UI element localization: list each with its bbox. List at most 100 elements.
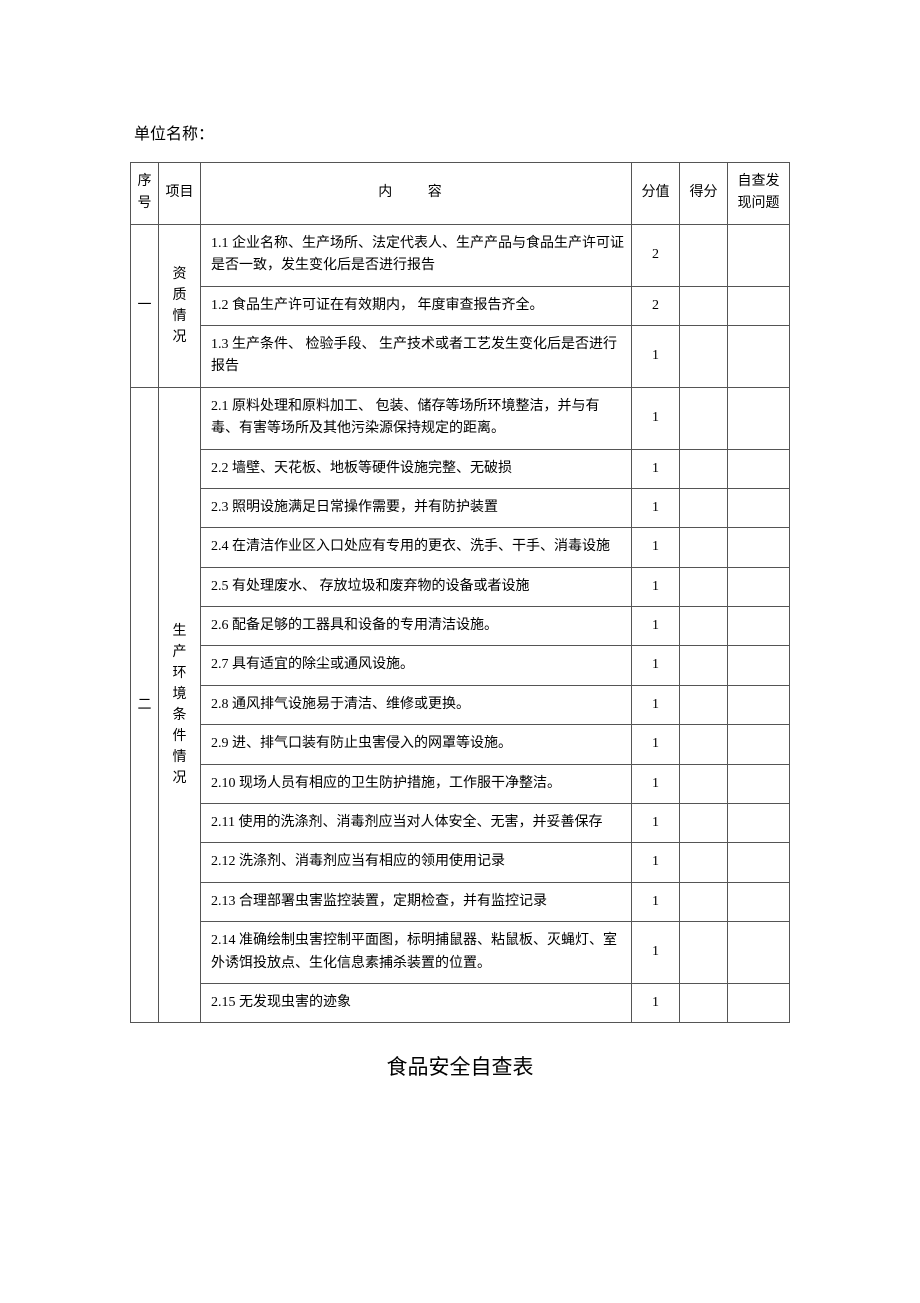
table-row: 1.3 生产条件、 检验手段、 生产技术或者工艺发生变化后是否进行报告1 — [131, 325, 790, 387]
row-content: 2.7 具有适宜的除尘或通风设施。 — [201, 646, 632, 685]
table-row: 2.2 墙壁、天花板、地板等硬件设施完整、无破损1 — [131, 449, 790, 488]
row-content: 2.12 洗涤剂、消毒剂应当有相应的领用使用记录 — [201, 843, 632, 882]
table-row: 2.11 使用的洗涤剂、消毒剂应当对人体安全、无害，并妥善保存1 — [131, 804, 790, 843]
header-score: 分值 — [632, 163, 680, 225]
row-score: 1 — [632, 325, 680, 387]
row-got — [680, 387, 728, 449]
row-issue — [728, 567, 790, 606]
row-content: 2.1 原料处理和原料加工、 包装、储存等场所环境整洁，并与有毒、有害等场所及其… — [201, 387, 632, 449]
row-issue — [728, 449, 790, 488]
row-got — [680, 325, 728, 387]
header-got: 得分 — [680, 163, 728, 225]
header-content: 内 容 — [201, 163, 632, 225]
row-issue — [728, 488, 790, 527]
footer-title: 食品安全自查表 — [130, 1051, 790, 1081]
row-content: 2.10 现场人员有相应的卫生防护措施，工作服干净整洁。 — [201, 764, 632, 803]
row-content: 1.3 生产条件、 检验手段、 生产技术或者工艺发生变化后是否进行报告 — [201, 325, 632, 387]
row-got — [680, 646, 728, 685]
header-row: 序号 项目 内 容 分值 得分 自查发现问题 — [131, 163, 790, 225]
row-got — [680, 607, 728, 646]
row-issue — [728, 922, 790, 984]
row-content: 2.11 使用的洗涤剂、消毒剂应当对人体安全、无害，并妥善保存 — [201, 804, 632, 843]
row-got — [680, 725, 728, 764]
row-got — [680, 882, 728, 921]
section-item: 生产环境条件情况 — [159, 387, 201, 1023]
row-got — [680, 843, 728, 882]
row-issue — [728, 387, 790, 449]
row-got — [680, 685, 728, 724]
row-content: 2.2 墙壁、天花板、地板等硬件设施完整、无破损 — [201, 449, 632, 488]
header-seq: 序号 — [131, 163, 159, 225]
row-content: 2.8 通风排气设施易于清洁、维修或更换。 — [201, 685, 632, 724]
row-issue — [728, 607, 790, 646]
row-score: 1 — [632, 567, 680, 606]
row-got — [680, 528, 728, 567]
row-content: 2.5 有处理废水、 存放垃圾和废弃物的设备或者设施 — [201, 567, 632, 606]
row-content: 2.3 照明设施满足日常操作需要，并有防护装置 — [201, 488, 632, 527]
checklist-table: 序号 项目 内 容 分值 得分 自查发现问题 一资质情况1.1 企业名称、生产场… — [130, 162, 790, 1023]
table-row: 2.7 具有适宜的除尘或通风设施。1 — [131, 646, 790, 685]
unit-label: 单位名称： — [134, 120, 790, 144]
table-row: 2.6 配备足够的工器具和设备的专用清洁设施。1 — [131, 607, 790, 646]
row-content: 2.15 无发现虫害的迹象 — [201, 983, 632, 1022]
row-content: 2.14 准确绘制虫害控制平面图，标明捕鼠器、粘鼠板、灭蝇灯、室外诱饵投放点、生… — [201, 922, 632, 984]
row-score: 1 — [632, 488, 680, 527]
row-score: 1 — [632, 764, 680, 803]
row-content: 1.1 企业名称、生产场所、法定代表人、生产产品与食品生产许可证是否一致，发生变… — [201, 224, 632, 286]
header-issue: 自查发现问题 — [728, 163, 790, 225]
row-issue — [728, 325, 790, 387]
row-got — [680, 224, 728, 286]
row-score: 1 — [632, 387, 680, 449]
table-row: 1.2 食品生产许可证在有效期内， 年度审查报告齐全。2 — [131, 286, 790, 325]
table-row: 一资质情况1.1 企业名称、生产场所、法定代表人、生产产品与食品生产许可证是否一… — [131, 224, 790, 286]
row-issue — [728, 882, 790, 921]
row-got — [680, 488, 728, 527]
row-issue — [728, 286, 790, 325]
row-score: 1 — [632, 607, 680, 646]
row-content: 2.6 配备足够的工器具和设备的专用清洁设施。 — [201, 607, 632, 646]
section-seq: 二 — [131, 387, 159, 1023]
row-got — [680, 449, 728, 488]
table-row: 2.13 合理部署虫害监控装置，定期检查，并有监控记录1 — [131, 882, 790, 921]
row-issue — [728, 224, 790, 286]
row-score: 1 — [632, 922, 680, 984]
row-got — [680, 567, 728, 606]
table-row: 2.4 在清洁作业区入口处应有专用的更衣、洗手、干手、消毒设施1 — [131, 528, 790, 567]
row-score: 1 — [632, 804, 680, 843]
row-issue — [728, 843, 790, 882]
table-row: 2.3 照明设施满足日常操作需要，并有防护装置1 — [131, 488, 790, 527]
row-content: 2.4 在清洁作业区入口处应有专用的更衣、洗手、干手、消毒设施 — [201, 528, 632, 567]
row-score: 1 — [632, 983, 680, 1022]
table-row: 2.14 准确绘制虫害控制平面图，标明捕鼠器、粘鼠板、灭蝇灯、室外诱饵投放点、生… — [131, 922, 790, 984]
row-got — [680, 804, 728, 843]
row-score: 1 — [632, 882, 680, 921]
row-issue — [728, 725, 790, 764]
section-item: 资质情况 — [159, 224, 201, 387]
row-got — [680, 286, 728, 325]
row-issue — [728, 646, 790, 685]
section-seq: 一 — [131, 224, 159, 387]
row-content: 2.13 合理部署虫害监控装置，定期检查，并有监控记录 — [201, 882, 632, 921]
row-score: 1 — [632, 725, 680, 764]
row-issue — [728, 764, 790, 803]
row-score: 1 — [632, 528, 680, 567]
table-row: 2.9 进、排气口装有防止虫害侵入的网罩等设施。1 — [131, 725, 790, 764]
row-score: 1 — [632, 646, 680, 685]
table-row: 2.5 有处理废水、 存放垃圾和废弃物的设备或者设施1 — [131, 567, 790, 606]
row-got — [680, 983, 728, 1022]
table-row: 2.8 通风排气设施易于清洁、维修或更换。1 — [131, 685, 790, 724]
row-score: 1 — [632, 685, 680, 724]
row-score: 2 — [632, 224, 680, 286]
row-got — [680, 764, 728, 803]
table-row: 2.10 现场人员有相应的卫生防护措施，工作服干净整洁。1 — [131, 764, 790, 803]
row-issue — [728, 983, 790, 1022]
table-row: 2.15 无发现虫害的迹象1 — [131, 983, 790, 1022]
row-content: 1.2 食品生产许可证在有效期内， 年度审查报告齐全。 — [201, 286, 632, 325]
row-issue — [728, 804, 790, 843]
header-item: 项目 — [159, 163, 201, 225]
table-row: 2.12 洗涤剂、消毒剂应当有相应的领用使用记录1 — [131, 843, 790, 882]
row-score: 2 — [632, 286, 680, 325]
row-score: 1 — [632, 449, 680, 488]
row-got — [680, 922, 728, 984]
row-issue — [728, 685, 790, 724]
